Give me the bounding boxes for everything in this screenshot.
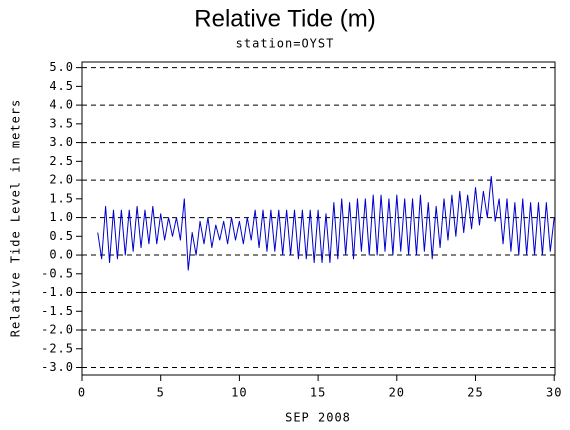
y-tick-label: -1.0 xyxy=(41,285,74,299)
y-tick-label: 4.5 xyxy=(49,79,74,93)
x-tick-label: 0 xyxy=(78,386,86,400)
y-tick-label: 0.5 xyxy=(49,229,74,243)
y-tick-label: 0.0 xyxy=(49,248,74,262)
x-tick-label: 30 xyxy=(546,386,562,400)
chart-subtitle: station=OYST xyxy=(236,37,335,51)
y-tick-label: -3.0 xyxy=(41,360,74,374)
y-tick-label: 3.5 xyxy=(49,116,74,130)
y-axis-label: Relative Tide Level in meters xyxy=(9,99,23,338)
y-tick-label: 1.5 xyxy=(49,191,74,205)
x-tick-label: 20 xyxy=(389,386,405,400)
x-axis-label: SEP 2008 xyxy=(285,411,351,425)
x-tick-label: 25 xyxy=(467,386,483,400)
y-tick-label: 2.5 xyxy=(49,154,74,168)
y-tick-label: -1.5 xyxy=(41,304,74,318)
y-tick-label: 1.0 xyxy=(49,210,74,224)
y-tick-label: 5.0 xyxy=(49,60,74,74)
y-tick-label: -2.5 xyxy=(41,341,74,355)
x-tick-label: 15 xyxy=(310,386,326,400)
chart-title: Relative Tide (m) xyxy=(194,5,375,32)
y-tick-label: -2.0 xyxy=(41,323,74,337)
x-tick-label: 10 xyxy=(231,386,247,400)
y-tick-label: 2.0 xyxy=(49,173,74,187)
y-tick-label: -0.5 xyxy=(41,266,74,280)
x-tick-label: 5 xyxy=(157,386,165,400)
y-tick-label: 3.0 xyxy=(49,135,74,149)
y-tick-label: 4.0 xyxy=(49,98,74,112)
tide-line xyxy=(97,175,555,271)
